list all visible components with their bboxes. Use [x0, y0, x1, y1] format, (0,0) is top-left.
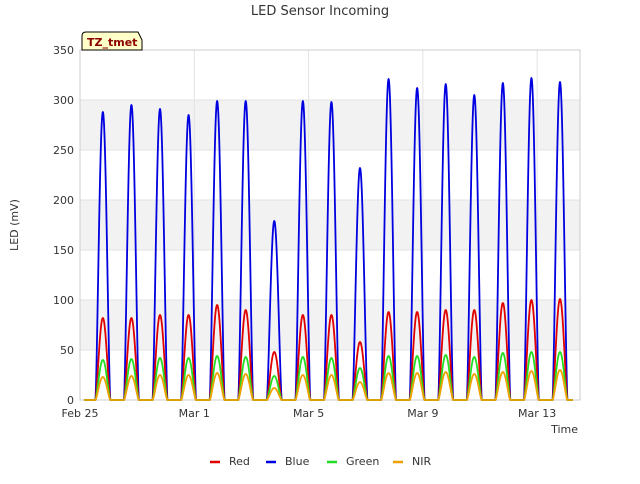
series-line-nir: [83, 369, 574, 401]
plot-band: [80, 50, 580, 100]
chart-title: LED Sensor Incoming: [251, 4, 389, 19]
y-axis-label: LED (mV): [8, 199, 21, 251]
legend: Red Blue Green NIR: [210, 455, 431, 468]
y-tick-label: 0: [67, 394, 74, 407]
y-tick-label: 250: [53, 144, 74, 157]
plot-band: [80, 250, 580, 300]
y-tick-label: 200: [53, 194, 74, 207]
x-tick-label: Feb 25: [62, 407, 99, 420]
series-lines: [83, 77, 574, 401]
x-tick-label: Mar 9: [407, 407, 438, 420]
y-tick-label: 300: [53, 94, 74, 107]
tz-annotation: TZ_tmet: [81, 31, 143, 51]
legend-label: Blue: [285, 455, 310, 468]
legend-item-red: Red: [210, 455, 250, 468]
legend-label: Green: [346, 455, 379, 468]
y-tick-label: 100: [53, 294, 74, 307]
tz-annotation-text: TZ_tmet: [87, 36, 137, 49]
tz-annotation-box: [81, 31, 143, 51]
legend-item-green: Green: [327, 455, 379, 468]
y-tick-label: 50: [60, 344, 74, 357]
y-tick-label: 150: [53, 244, 74, 257]
x-tick-label: Mar 1: [179, 407, 210, 420]
x-tick-label: Mar 13: [518, 407, 556, 420]
y-tick-label: 350: [53, 44, 74, 57]
x-axis-ticks: Feb 25 Mar 1 Mar 5 Mar 9 Mar 13: [62, 407, 557, 420]
x-tick-label: Mar 5: [293, 407, 324, 420]
legend-label: Red: [229, 455, 250, 468]
legend-label: NIR: [412, 455, 431, 468]
legend-item-blue: Blue: [266, 455, 310, 468]
y-axis-ticks: 0 50 100 150 200 250 300 350: [53, 44, 74, 407]
legend-item-nir: NIR: [393, 455, 431, 468]
plot-frame: [79, 49, 581, 401]
x-axis-label: Time: [550, 423, 578, 436]
